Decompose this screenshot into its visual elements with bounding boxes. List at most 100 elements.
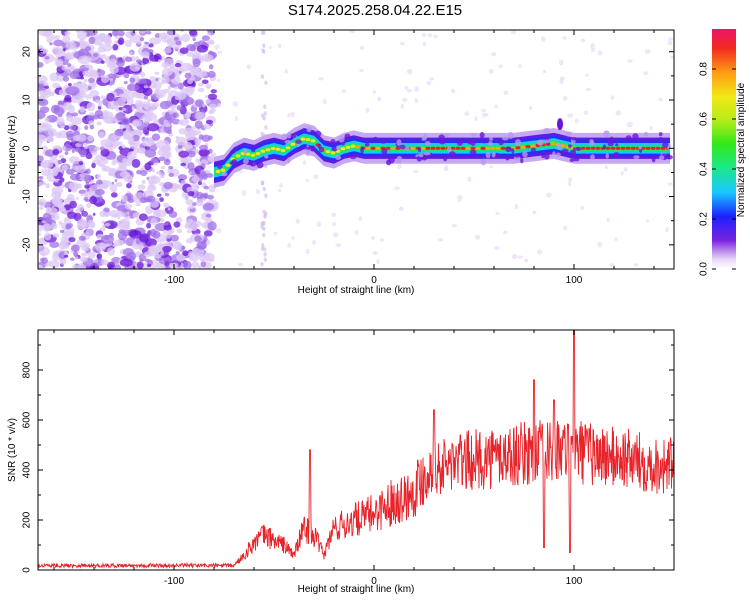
noise-speckle [61,146,67,151]
noise-speckle [58,100,63,105]
ridge-fringe [220,175,226,180]
noise-speckle [184,72,192,79]
ridge-fringe [405,146,410,152]
noise-speckle [144,103,157,112]
noise-speckle [123,225,131,230]
noise-speckle [74,147,81,153]
noise-speckle [189,219,193,223]
noise-speckle [165,158,169,162]
noise-speckle [117,210,125,217]
noise-speckle [65,224,71,230]
noise-speckle [211,152,217,157]
noise-speckle [41,257,48,264]
noise-speckle [202,103,206,108]
noise-speckle [287,243,291,248]
noise-speckle [69,125,77,131]
ridge-fringe [658,136,663,143]
noise-speckle [481,108,487,113]
noise-speckle [450,88,456,94]
noise-speckle [197,264,202,269]
ridge-fringe [569,158,575,163]
spectrogram-frame [37,29,675,270]
noise-speckle [134,99,144,108]
colorbar-tick-label: 0.0 [699,262,710,276]
noise-speckle [161,74,170,84]
noise-speckle [96,34,102,39]
ridge-fringe [625,135,632,140]
noise-speckle [177,174,188,181]
noise-speckle [75,30,82,34]
noise-speckle [201,134,211,142]
noise-speckle [668,37,673,41]
y-tick-label: 20 [22,46,33,58]
noise-speckle [38,181,44,186]
noise-speckle [165,123,171,128]
ridge-fringe [381,148,388,155]
noise-speckle [208,64,214,70]
noise-speckle [148,244,161,255]
noise-speckle [160,175,165,179]
noise-speckle [64,151,69,156]
noise-speckle [126,97,134,105]
noise-speckle [81,245,90,252]
noise-speckle [59,229,65,233]
noise-speckle [203,185,209,190]
noise-speckle [372,90,377,94]
noise-speckle [158,197,164,202]
noise-speckle [322,98,327,105]
noise-speckle [189,30,198,36]
noise-speckle [53,106,65,116]
ridge-core [580,146,586,150]
ridge-fringe [230,149,236,154]
noise-speckle [176,228,183,234]
noise-speckle [38,122,52,132]
ridge-fringe [658,155,665,160]
noise-speckle [464,111,470,117]
noise-speckle [332,221,337,227]
noise-speckle [377,96,382,102]
noise-speckle [163,222,169,226]
ridge-core [355,145,361,149]
noise-speckle [481,112,487,118]
noise-speckle [39,206,44,210]
ridge-core [390,146,396,150]
noise-speckle [97,105,102,110]
noise-speckle [604,165,608,170]
noise-speckle [86,102,96,112]
ridge-fringe [666,155,673,160]
noise-speckle [157,59,161,63]
noise-speckle [163,202,170,208]
ridge-core [305,138,311,142]
noise-speckle [83,145,89,150]
ridge-fringe [221,172,228,177]
noise-speckle [159,182,165,187]
ridge-fringe [482,139,486,144]
noise-speckle [206,194,214,200]
noise-speckle [562,36,567,40]
ridge-fringe [449,151,456,157]
noise-speckle [192,58,201,68]
ridge-fringe [575,147,582,151]
noise-speckle [151,168,156,173]
noise-speckle [199,193,208,200]
noise-speckle [97,46,106,53]
noise-speckle [88,85,92,91]
ridge-fringe [541,152,545,159]
noise-speckle [287,113,291,118]
ridge-core [645,146,651,150]
noise-speckle [181,157,189,163]
noise-speckle [63,102,73,110]
noise-speckle [606,217,610,222]
x-tick-label: 0 [371,576,377,587]
noise-speckle [164,192,170,197]
noise-speckle [170,239,181,248]
noise-speckle [38,198,47,207]
noise-speckle [474,116,478,121]
noise-speckle [93,40,101,46]
noise-speckle [96,121,102,126]
ridge-core [435,146,441,150]
ridge-core [515,146,521,150]
noise-speckle [115,181,123,188]
noise-speckle [302,160,307,166]
noise-speckle [165,265,171,269]
